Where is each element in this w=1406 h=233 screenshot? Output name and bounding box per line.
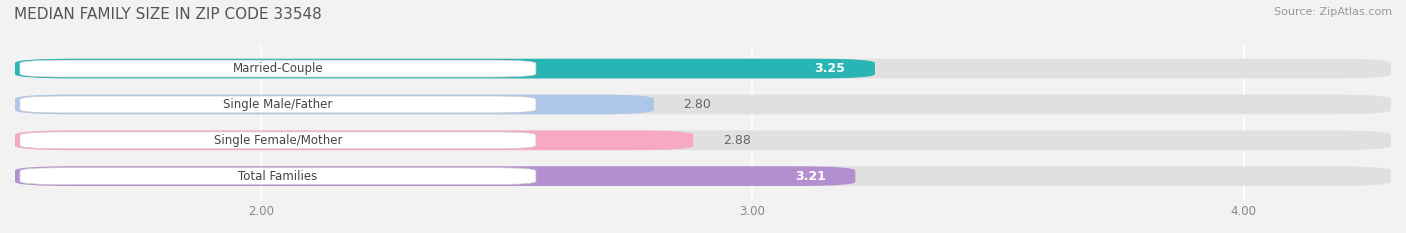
FancyBboxPatch shape <box>15 130 1391 150</box>
Text: MEDIAN FAMILY SIZE IN ZIP CODE 33548: MEDIAN FAMILY SIZE IN ZIP CODE 33548 <box>14 7 322 22</box>
FancyBboxPatch shape <box>20 60 536 77</box>
Text: Single Female/Mother: Single Female/Mother <box>214 134 342 147</box>
FancyBboxPatch shape <box>15 166 855 186</box>
Text: Source: ZipAtlas.com: Source: ZipAtlas.com <box>1274 7 1392 17</box>
FancyBboxPatch shape <box>20 132 536 149</box>
Text: 3.25: 3.25 <box>814 62 845 75</box>
FancyBboxPatch shape <box>15 59 1391 79</box>
FancyBboxPatch shape <box>15 166 1391 186</box>
FancyBboxPatch shape <box>20 168 536 185</box>
Text: Married-Couple: Married-Couple <box>232 62 323 75</box>
Text: Total Families: Total Families <box>238 170 318 183</box>
FancyBboxPatch shape <box>15 95 1391 114</box>
FancyBboxPatch shape <box>20 96 536 113</box>
FancyBboxPatch shape <box>15 130 693 150</box>
FancyBboxPatch shape <box>15 59 875 79</box>
FancyBboxPatch shape <box>15 95 654 114</box>
Text: 2.88: 2.88 <box>723 134 751 147</box>
Text: 2.80: 2.80 <box>683 98 711 111</box>
Text: 3.21: 3.21 <box>794 170 825 183</box>
Text: Single Male/Father: Single Male/Father <box>224 98 333 111</box>
